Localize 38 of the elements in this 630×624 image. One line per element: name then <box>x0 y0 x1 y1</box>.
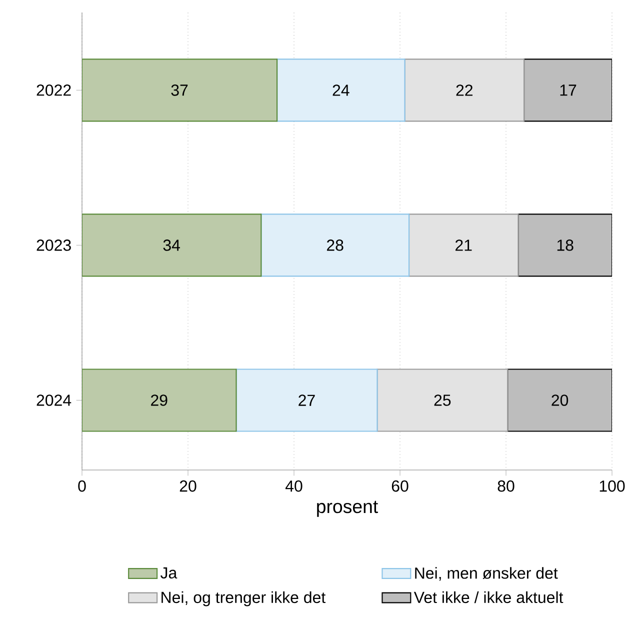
bar <box>376 368 508 432</box>
bar <box>82 368 237 432</box>
data-label: 20 <box>552 394 568 406</box>
data-label: 25 <box>434 394 451 406</box>
data-label: 29 <box>151 394 168 406</box>
data-label: 17 <box>560 84 576 96</box>
data-label: 22 <box>456 84 472 96</box>
bar <box>260 214 410 277</box>
data-label: 28 <box>326 240 344 251</box>
x-tick-label: 20 <box>180 480 196 492</box>
x-tick-label: 0 <box>78 480 86 492</box>
data-label: 21 <box>456 240 472 251</box>
x-tick-label: 80 <box>498 480 514 492</box>
bar <box>507 368 612 432</box>
y-tick-label: 2024 <box>36 394 72 406</box>
data-label: 24 <box>332 84 350 96</box>
data-label: 34 <box>163 240 180 251</box>
x-axis-title: prosent <box>317 500 378 517</box>
bar <box>408 214 519 277</box>
y-tick-label: 2022 <box>36 84 71 96</box>
x-tick-label: 100 <box>600 480 625 492</box>
x-tick-label: 60 <box>392 480 408 492</box>
legend-label: Vet ikke / ikke aktuelt <box>414 591 564 604</box>
data-label: 27 <box>298 394 315 406</box>
bar <box>82 58 278 122</box>
bar <box>82 214 262 277</box>
x-tick-label: 40 <box>285 480 302 492</box>
bar <box>404 58 525 122</box>
y-tick-label: 2023 <box>36 240 71 251</box>
data-label: 37 <box>171 84 188 96</box>
bar <box>523 58 612 122</box>
legend-label: Nei, men ønsker det <box>415 567 558 581</box>
bar <box>276 58 406 122</box>
legend-label: Ja <box>160 567 178 579</box>
data-label: 18 <box>557 240 574 251</box>
bar <box>518 214 612 277</box>
legend-label: Nei, og trenger ikke det <box>162 591 326 606</box>
bar <box>236 368 378 432</box>
